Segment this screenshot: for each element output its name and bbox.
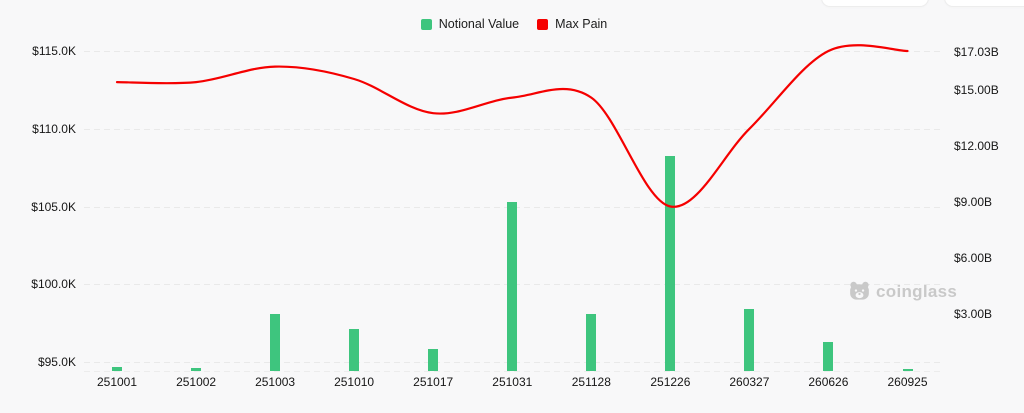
- x-axis-tick-251010: 251010: [334, 375, 375, 389]
- left-axis-tick: $110.0K: [32, 121, 76, 136]
- chart-legend: Notional Value Max Pain: [84, 14, 944, 34]
- x-axis-tick-260327: 260327: [729, 375, 770, 389]
- bar-251001[interactable]: [112, 366, 122, 371]
- bar-251017[interactable]: [428, 349, 439, 371]
- bar-260925[interactable]: [902, 368, 913, 371]
- bar-260327[interactable]: [744, 309, 755, 371]
- right-axis-tick: $3.00B: [954, 306, 993, 321]
- x-axis-tick-251001: 251001: [96, 375, 138, 389]
- gridline: [84, 51, 944, 52]
- toolbar-button-right[interactable]: [944, 0, 1024, 7]
- x-axis-tick-260925: 260925: [887, 375, 928, 389]
- x-axis-tick-251128: 251128: [571, 375, 611, 389]
- bar-251002[interactable]: [191, 368, 202, 371]
- watermark: coinglass: [849, 281, 957, 302]
- left-axis-tick: $95.0K: [37, 355, 76, 369]
- bar-260626[interactable]: [823, 341, 834, 371]
- legend-label: Max Pain: [555, 17, 608, 31]
- x-axis-line: [84, 371, 944, 372]
- legend-item-max-pain[interactable]: Max Pain: [537, 17, 607, 31]
- max-pain-swatch-icon: [537, 18, 549, 30]
- right-axis-tick: $15.00B: [954, 83, 999, 98]
- right-axis-tick: $9.00B: [954, 194, 993, 209]
- notional-value-swatch-icon: [420, 18, 432, 30]
- x-axis-tick-251002: 251002: [176, 375, 217, 389]
- gridline: [84, 128, 944, 130]
- max-pain-line[interactable]: [115, 44, 909, 208]
- bar-251226[interactable]: [665, 156, 676, 371]
- toolbar-button-left[interactable]: [821, 0, 929, 7]
- left-axis-tick: $105.0K: [31, 199, 76, 214]
- right-axis-tick: $17.03B: [954, 45, 999, 60]
- bar-251031[interactable]: [507, 201, 518, 371]
- x-axis-tick-251226: 251226: [650, 375, 691, 389]
- bar-251003[interactable]: [270, 313, 281, 371]
- left-axis-tick: $100.0K: [31, 277, 76, 292]
- bar-251128[interactable]: [586, 313, 597, 371]
- x-axis-tick-251031: 251031: [492, 375, 533, 389]
- watermark-label: coinglass: [876, 281, 958, 301]
- legend-item-notional-value[interactable]: Notional Value: [420, 17, 520, 31]
- right-axis-tick: $6.00B: [954, 250, 993, 265]
- left-axis-tick: $115.0K: [32, 44, 76, 58]
- x-axis-tick-260626: 260626: [808, 375, 849, 389]
- x-axis-tick-251017: 251017: [413, 375, 454, 389]
- bar-251010[interactable]: [349, 328, 360, 371]
- x-axis-tick-251003: 251003: [255, 375, 296, 389]
- right-axis-tick: $12.00B: [954, 138, 999, 153]
- legend-label: Notional Value: [438, 17, 520, 31]
- bear-logo-icon: [850, 281, 869, 300]
